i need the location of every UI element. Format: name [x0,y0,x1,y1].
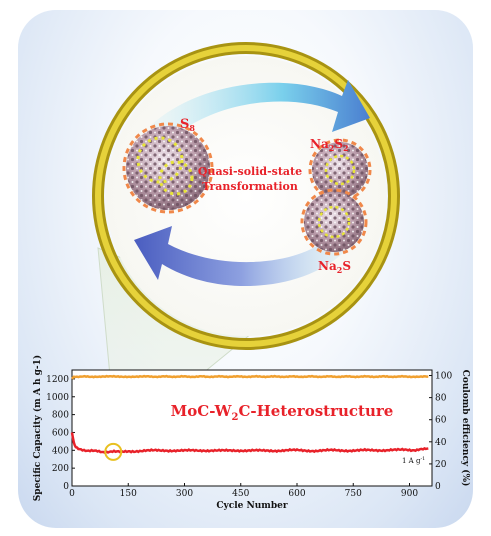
y-left-tick-label: 400 [52,446,69,456]
chart-series [70,374,429,461]
x-tick-label: 0 [69,489,75,499]
gold-ring-highlight [95,45,397,347]
chart-tick-labels: 0 150 300 450 600 750 900020040060080010001200… [46,372,452,499]
x-tick-label: 150 [120,489,137,499]
y-left-tick-label: 0 [63,482,69,492]
rate-label: 1 A g-1 [402,456,425,465]
transformation-label-line1: Quasi-solid-state [198,165,302,178]
x-tick-label: 750 [345,489,362,499]
x-tick-label: 300 [176,489,193,499]
chart-title: MoC-W2C-Heterostructure [171,402,394,423]
na2s2-label: Na2S2 [310,137,349,153]
y-right-tick-label: 60 [435,416,447,426]
x-axis-title: Cycle Number [216,501,287,511]
y-left-tick-label: 800 [52,411,69,421]
na2s-sphere [300,188,368,256]
s8-sphere [122,122,214,214]
y-axis-left-title: Specific Capacity (m A h g-1) [32,355,43,501]
x-tick-label: 900 [401,489,418,499]
y-right-tick-label: 0 [435,482,441,492]
coulombic-efficiency-line [71,374,429,380]
y-left-tick-label: 1000 [46,393,69,403]
specific-capacity-line [70,432,429,455]
arrow-reverse [134,226,348,287]
y-right-tick-label: 100 [435,372,452,382]
chart-ticks [71,375,432,487]
x-tick-label: 450 [232,489,249,499]
arrow-forward [150,80,370,140]
s8-label: S8 [180,117,195,133]
x-tick-label: 600 [288,489,305,499]
transformation-label-line2: Transformation [202,180,298,193]
y-right-tick-label: 80 [435,394,447,404]
y-left-tick-label: 200 [52,464,69,474]
y-axis-right-title: Coulomb efficiency (%) [460,370,471,487]
y-left-tick-label: 600 [52,428,69,438]
y-left-tick-label: 1200 [46,375,69,385]
na2s-label: Na2S [318,259,351,275]
y-right-tick-label: 40 [435,438,447,448]
chart-frame [71,369,433,487]
highlight-circle [104,442,123,461]
y-right-tick-label: 20 [435,460,447,470]
